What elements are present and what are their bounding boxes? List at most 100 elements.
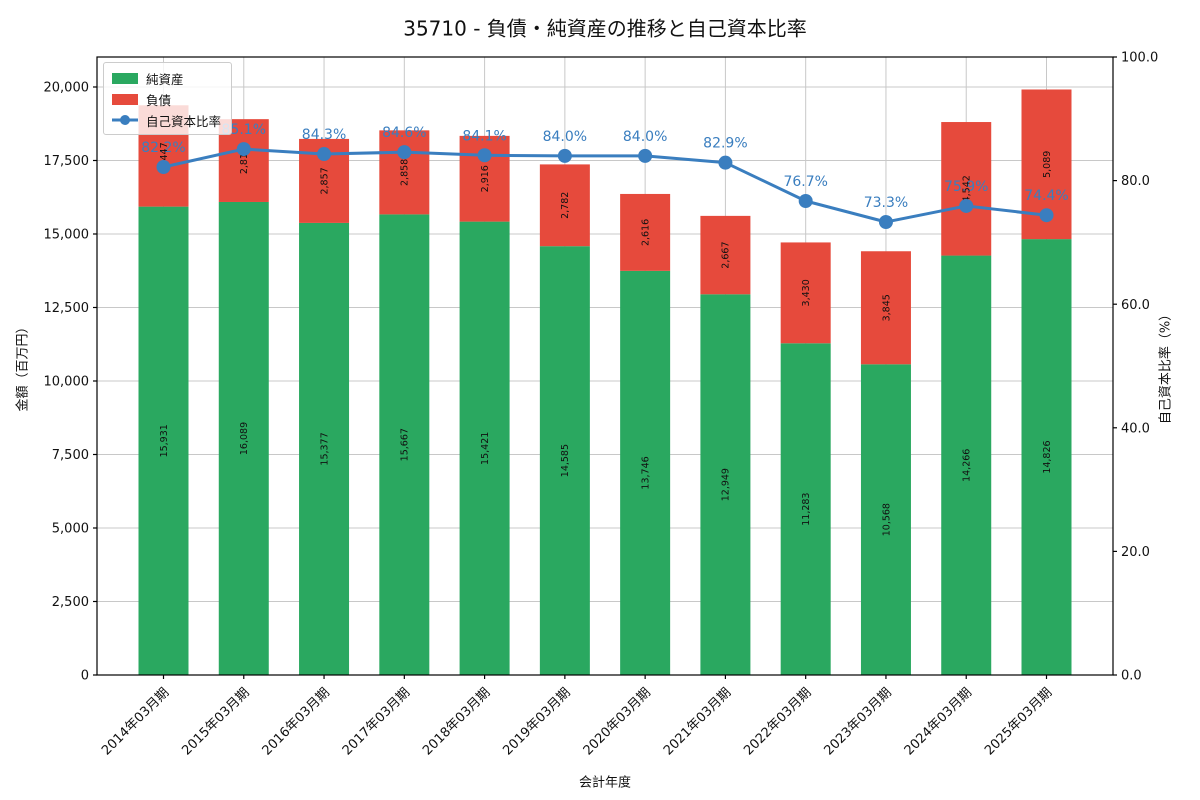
x-tick-label: 2024年03月期 <box>902 685 975 758</box>
equity-ratio-marker <box>1039 208 1054 223</box>
net-assets-bar <box>1021 239 1072 676</box>
net-assets-bar <box>860 364 911 675</box>
chart-title: 35710 - 負債・純資産の推移と自己資本比率 <box>403 16 807 41</box>
x-tick-label: 2017年03月期 <box>340 685 413 758</box>
liabilities-bar <box>539 164 590 247</box>
axis-ticks <box>93 56 1117 679</box>
equity-ratio-label: 84.1% <box>462 128 506 144</box>
liabilities-value-label: 2,817 <box>239 147 250 174</box>
liabilities-value-label: 2,858 <box>400 159 411 186</box>
y-right-tick-label: 40.0 <box>1121 421 1150 436</box>
x-tick-label: 2018年03月期 <box>420 685 493 758</box>
net-assets-bar <box>539 246 590 675</box>
net-assets-bar <box>620 270 671 675</box>
net-assets-bar <box>218 201 269 675</box>
y-right-tick-label: 0.0 <box>1121 669 1142 684</box>
liabilities-bar <box>379 130 430 215</box>
x-tick-label: 2023年03月期 <box>821 685 894 758</box>
y-left-tick-label: 20,000 <box>44 81 90 96</box>
y-left-tick-label: 15,000 <box>44 228 90 243</box>
x-tick-label: 2020年03月期 <box>581 685 654 758</box>
equity-ratio-label: 85.1% <box>222 122 266 138</box>
y-axis-right-title: 自己資本比率（%） <box>1158 307 1174 425</box>
liabilities-bar <box>941 122 992 256</box>
net-assets-value-label: 11,283 <box>801 493 812 526</box>
net-assets-swatch-icon <box>112 72 138 84</box>
equity-ratio-markers <box>156 142 1054 230</box>
equity-ratio-label: 82.2% <box>141 140 185 156</box>
equity-ratio-marker <box>557 148 572 163</box>
equity-ratio-label: 75.9% <box>944 179 988 195</box>
x-tick-labels: 2014年03月期 2015年03月期 2016年03月期 2017年03月期 2018… <box>99 685 1055 758</box>
y-left-tick-label: 2,500 <box>52 595 89 610</box>
liabilities-value-label: 2,857 <box>319 167 330 194</box>
y-right-tick-label: 80.0 <box>1121 174 1150 189</box>
legend: 純資産 負債 自己資本比率 <box>103 62 233 135</box>
liabilities-value-label: 3,447 <box>159 142 170 169</box>
equity-ratio-label: 84.6% <box>382 125 426 141</box>
equity-ratio-label: 76.7% <box>783 174 827 190</box>
equity-ratio-marker <box>397 145 412 160</box>
net-assets-bar <box>780 343 831 675</box>
equity-ratio-marker <box>638 148 653 163</box>
y-left-tick-label: 17,500 <box>44 154 90 169</box>
equity-ratio-marker <box>477 148 492 163</box>
net-assets-value-label: 15,421 <box>480 432 491 465</box>
legend-item-liabilities: 負債 <box>112 91 221 108</box>
y-right-tick-label: 20.0 <box>1121 545 1150 560</box>
net-assets-value-label: 14,266 <box>962 449 973 482</box>
x-tick-label: 2021年03月期 <box>661 685 734 758</box>
net-assets-bar <box>700 294 751 675</box>
y-left-tick-label: 0 <box>81 669 89 684</box>
net-assets-value-label: 15,667 <box>400 428 411 461</box>
liabilities-bar <box>780 242 831 344</box>
net-assets-value-label: 15,377 <box>319 432 330 465</box>
net-assets-value-label: 12,949 <box>721 468 732 501</box>
equity-ratio-marker <box>878 215 893 230</box>
equity-ratio-marker <box>317 147 332 162</box>
equity-ratio-line <box>163 147 1047 224</box>
liabilities-value-label: 4,542 <box>962 175 973 202</box>
bar-value-labels: 15,931 3,447 16,089 2,817 15,377 2,857 15,667 2… <box>159 142 1053 536</box>
equity-ratio-line-marker-icon <box>112 115 138 125</box>
equity-ratio-labels: 82.2% 85.1% 84.3% 84.6% 84.1% 84.0% 84.0% 82.9%… <box>141 122 1068 211</box>
net-assets-bar <box>379 214 430 675</box>
legend-label-net-assets: 純資産 <box>146 71 184 87</box>
net-assets-bar <box>459 221 510 675</box>
y-right-tick-label: 60.0 <box>1121 298 1150 313</box>
net-assets-value-label: 10,568 <box>881 503 892 536</box>
liabilities-value-label: 2,782 <box>560 192 571 219</box>
y-left-tick-label: 7,500 <box>52 448 89 463</box>
equity-ratio-marker <box>236 142 251 157</box>
x-tick-label: 2014年03月期 <box>99 685 172 758</box>
liabilities-value-label: 3,845 <box>881 294 892 321</box>
net-assets-bar <box>138 206 189 675</box>
liabilities-bar <box>620 193 671 271</box>
equity-ratio-marker <box>156 160 171 175</box>
net-assets-value-label: 15,931 <box>159 424 170 457</box>
equity-ratio-label: 84.3% <box>302 127 346 143</box>
legend-label-liabilities: 負債 <box>146 92 172 108</box>
y-right-tick-labels: 0.0 20.0 40.0 60.0 80.0 100.0 <box>1121 51 1158 684</box>
net-assets-value-label: 14,585 <box>560 444 571 477</box>
legend-item-net-assets: 純資産 <box>112 70 221 87</box>
equity-ratio-marker <box>718 155 733 170</box>
liabilities-value-label: 5,089 <box>1042 151 1053 178</box>
liabilities-value-label: 3,430 <box>801 279 812 306</box>
y-right-tick-label: 100.0 <box>1121 51 1158 66</box>
liabilities-value-label: 2,916 <box>480 165 491 192</box>
net-assets-value-label: 13,746 <box>640 456 651 489</box>
equity-ratio-label: 84.0% <box>543 129 587 145</box>
x-tick-label: 2019年03月期 <box>500 685 573 758</box>
liabilities-value-label: 2,667 <box>721 241 732 268</box>
x-tick-label: 2015年03月期 <box>179 685 252 758</box>
net-assets-value-label: 14,826 <box>1042 440 1053 473</box>
liabilities-swatch-icon <box>112 93 138 105</box>
net-assets-value-label: 16,089 <box>239 422 250 455</box>
equity-ratio-label: 84.0% <box>623 129 667 145</box>
y-left-tick-label: 5,000 <box>52 522 89 537</box>
y-left-tick-labels: 0 2,500 5,000 7,500 10,000 12,500 15,000 17,500… <box>44 81 90 684</box>
axes-spines <box>96 56 1114 676</box>
